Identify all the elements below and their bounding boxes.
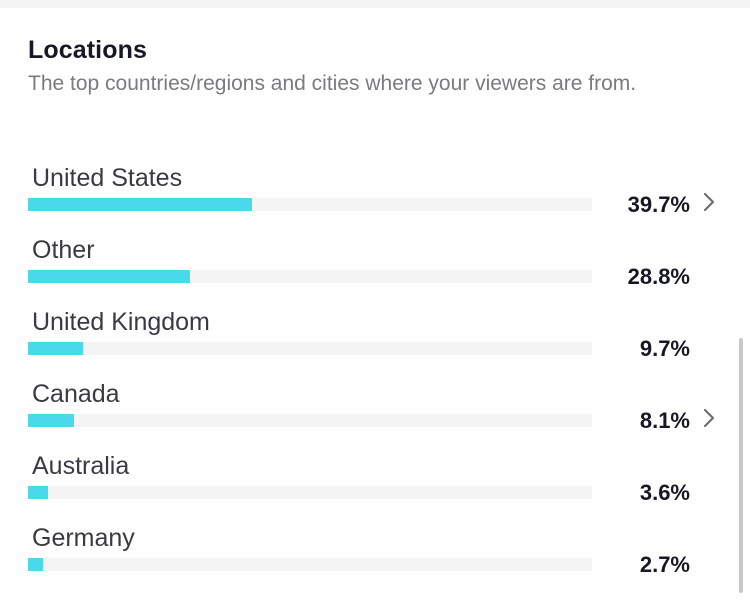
location-bar-track bbox=[28, 198, 592, 211]
location-row-united-kingdom: United Kingdom 9.7% bbox=[0, 308, 750, 380]
location-bar-fill bbox=[28, 558, 44, 571]
section-subtitle: The top countries/regions and cities whe… bbox=[28, 72, 637, 95]
location-name: Germany bbox=[32, 524, 135, 552]
chevron-right-icon[interactable] bbox=[700, 190, 718, 214]
location-bar-track bbox=[28, 342, 592, 355]
location-name: United States bbox=[32, 164, 183, 192]
locations-card: Locations The top countries/regions and … bbox=[0, 8, 750, 600]
location-row-other: Other 28.8% bbox=[0, 236, 750, 308]
location-bar-track bbox=[28, 486, 592, 499]
location-bar-track bbox=[28, 558, 592, 571]
location-bar-fill bbox=[28, 486, 49, 499]
location-bar-fill bbox=[28, 414, 74, 427]
location-name: Other bbox=[32, 236, 95, 264]
location-row-germany: Germany 2.7% bbox=[0, 524, 750, 596]
top-divider-band bbox=[0, 0, 750, 8]
location-name: United Kingdom bbox=[32, 308, 210, 336]
location-row-australia: Australia 3.6% bbox=[0, 452, 750, 524]
location-bar-track bbox=[28, 270, 592, 283]
location-bar-fill bbox=[28, 342, 83, 355]
location-bar-track bbox=[28, 414, 592, 427]
location-percent: 8.1% bbox=[639, 408, 690, 433]
location-name: Australia bbox=[32, 452, 130, 480]
location-row-canada[interactable]: Canada 8.1% bbox=[0, 380, 750, 452]
section-title: Locations bbox=[28, 36, 147, 64]
chevron-right-icon[interactable] bbox=[700, 406, 718, 430]
scrollbar[interactable] bbox=[739, 338, 743, 593]
location-percent: 2.7% bbox=[639, 552, 690, 577]
location-name: Canada bbox=[32, 380, 120, 408]
location-percent: 9.7% bbox=[639, 336, 690, 361]
location-bar-fill bbox=[28, 270, 191, 283]
location-percent: 28.8% bbox=[627, 264, 690, 289]
location-row-united-states[interactable]: United States 39.7% bbox=[0, 164, 750, 236]
location-bar-fill bbox=[28, 198, 252, 211]
location-percent: 3.6% bbox=[639, 480, 690, 505]
location-percent: 39.7% bbox=[627, 192, 690, 217]
